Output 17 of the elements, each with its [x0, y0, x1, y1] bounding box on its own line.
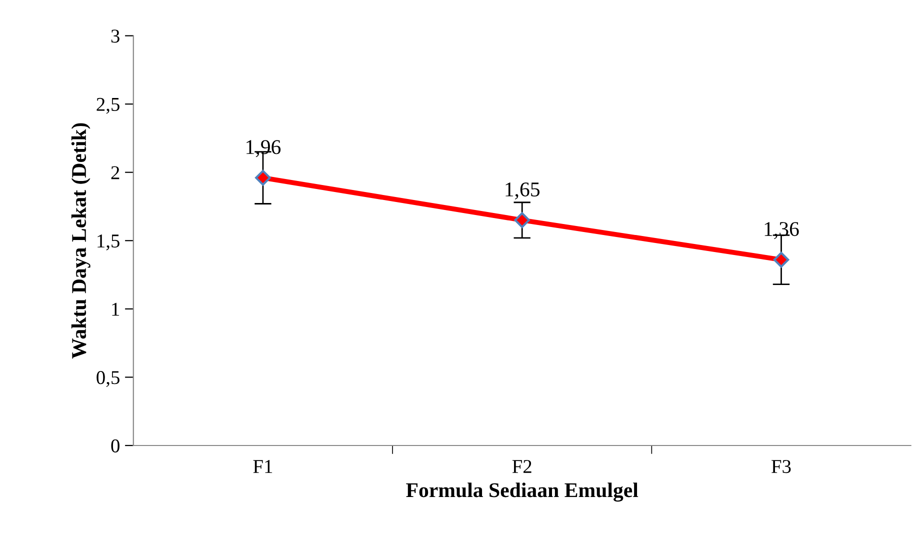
y-tick-label: 0	[111, 439, 120, 452]
point	[255, 170, 271, 186]
x-axis-title: Formula Sediaan Emulgel	[406, 482, 638, 502]
point	[514, 212, 530, 228]
y-tick-label: 1	[112, 302, 120, 316]
y-axis-title: Waktu Daya Lekat (Detik)	[71, 123, 90, 359]
data-label: 1,65	[506, 182, 540, 200]
y-tick-label: 2,5	[96, 98, 120, 114]
point	[773, 252, 790, 268]
y-tick-label: 2	[111, 166, 120, 180]
x-tick-label: F2	[512, 460, 532, 473]
y-tick-label: 1,5	[98, 234, 120, 250]
x-tick-label: F1	[253, 460, 272, 473]
y-tick-label: 0,5	[96, 371, 120, 387]
x-tick-label: F3	[772, 460, 791, 474]
y-tick-label: 3	[111, 30, 120, 43]
data-label: 1,96	[246, 140, 281, 158]
